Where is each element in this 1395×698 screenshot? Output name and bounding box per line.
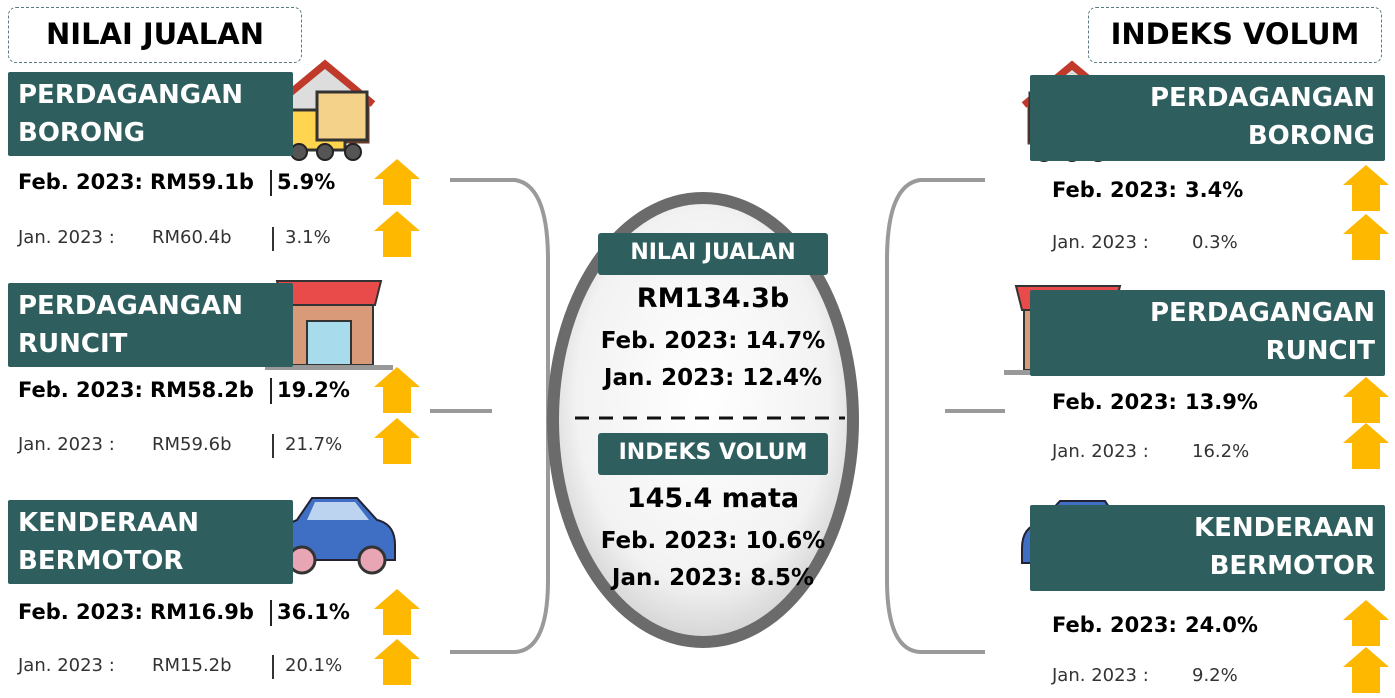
wheel <box>344 143 362 161</box>
growth: 3.1% <box>285 227 331 248</box>
growth: 13.9% <box>1185 390 1258 414</box>
growth: 21.7% <box>285 434 343 455</box>
separator <box>272 655 274 679</box>
sector-banner: PERDAGANGAN RUNCIT <box>8 283 293 367</box>
period: Jan. 2023 : <box>1052 441 1149 462</box>
up-arrow <box>1343 377 1389 423</box>
up-arrow <box>374 367 420 413</box>
sector-banner: PERDAGANGAN RUNCIT <box>1030 290 1385 376</box>
sector-banner: PERDAGANGAN BORONG <box>8 72 293 156</box>
growth: 16.2% <box>1192 441 1250 462</box>
center-banner: NILAI JUALAN <box>598 233 828 275</box>
value: RM60.4b <box>152 227 232 248</box>
sector-name: BORONG <box>1247 121 1375 151</box>
sector-banner: KENDERAAN BERMOTOR <box>1030 505 1385 591</box>
up-arrow <box>374 211 420 257</box>
wheel <box>357 545 387 575</box>
period: Feb. 2023: <box>18 600 143 624</box>
period: Jan. 2023 : <box>1052 665 1149 686</box>
cargo <box>315 90 369 142</box>
value: RM58.2b <box>150 378 254 402</box>
right-title: INDEKS VOLUM <box>1088 7 1382 63</box>
center-ring <box>547 192 859 648</box>
growth: 5.9% <box>277 170 336 194</box>
up-arrow <box>1343 647 1389 693</box>
sector-name: BERMOTOR <box>1209 551 1375 581</box>
sector-name: PERDAGANGAN <box>1150 83 1375 113</box>
center-value: RM134.3b <box>636 283 790 314</box>
up-arrow <box>1343 600 1389 646</box>
sector-banner: KENDERAAN BERMOTOR <box>8 500 293 584</box>
value: RM59.6b <box>152 434 232 455</box>
center-line: Jan. 2023: 8.5% <box>611 565 815 591</box>
growth: 3.4% <box>1185 178 1244 202</box>
sector-name: PERDAGANGAN <box>1150 298 1375 328</box>
sector-name: BORONG <box>18 118 146 148</box>
sector-name: BERMOTOR <box>18 546 184 576</box>
up-arrow <box>374 159 420 205</box>
left-title: NILAI JUALAN <box>8 7 302 63</box>
period: Feb. 2023: <box>1052 613 1177 637</box>
value: RM15.2b <box>152 655 232 676</box>
period: Jan. 2023 : <box>18 227 115 248</box>
growth: 24.0% <box>1185 613 1258 637</box>
up-arrow <box>1343 165 1389 211</box>
sector-name: RUNCIT <box>1265 336 1375 366</box>
center-line: Feb. 2023: 10.6% <box>600 528 826 554</box>
center-value: 145.4 mata <box>626 483 800 514</box>
growth: 19.2% <box>277 378 350 402</box>
period: Feb. 2023: <box>18 378 143 402</box>
wheel <box>290 143 308 161</box>
door <box>306 320 352 366</box>
sector-name: PERDAGANGAN <box>18 80 243 110</box>
separator <box>272 227 274 251</box>
growth: 0.3% <box>1192 232 1238 253</box>
sector-name: PERDAGANGAN <box>18 291 243 321</box>
period: Feb. 2023: <box>18 170 143 194</box>
icon <box>265 280 393 370</box>
icon <box>274 59 376 161</box>
center-line: Jan. 2023: 12.4% <box>603 365 823 391</box>
sector-name: KENDERAAN <box>18 508 200 538</box>
separator <box>270 600 272 626</box>
up-arrow <box>374 639 420 685</box>
window <box>307 502 369 520</box>
base <box>265 365 393 370</box>
center-line: Feb. 2023: 14.7% <box>600 328 826 354</box>
wheel <box>316 143 334 161</box>
period: Feb. 2023: <box>1052 178 1177 202</box>
period: Jan. 2023 : <box>18 655 115 676</box>
left-bracket <box>450 178 550 654</box>
separator <box>270 170 272 196</box>
center-banner: INDEKS VOLUM <box>598 433 828 475</box>
up-arrow <box>374 418 420 464</box>
sector-name: KENDERAAN <box>1193 513 1375 543</box>
separator <box>270 378 272 404</box>
icon <box>281 497 396 575</box>
growth: 36.1% <box>277 600 350 624</box>
period: Jan. 2023 : <box>1052 232 1149 253</box>
value: RM16.9b <box>150 600 254 624</box>
separator <box>272 434 274 458</box>
up-arrow <box>374 589 420 635</box>
growth: 9.2% <box>1192 665 1238 686</box>
sector-name: RUNCIT <box>18 329 128 359</box>
sector-banner: PERDAGANGAN BORONG <box>1030 75 1385 161</box>
value: RM59.1b <box>150 170 254 194</box>
period: Jan. 2023 : <box>18 434 115 455</box>
right-bracket <box>885 178 985 654</box>
growth: 20.1% <box>285 655 343 676</box>
up-arrow <box>1343 214 1389 260</box>
period: Feb. 2023: <box>1052 390 1177 414</box>
up-arrow <box>1343 423 1389 469</box>
